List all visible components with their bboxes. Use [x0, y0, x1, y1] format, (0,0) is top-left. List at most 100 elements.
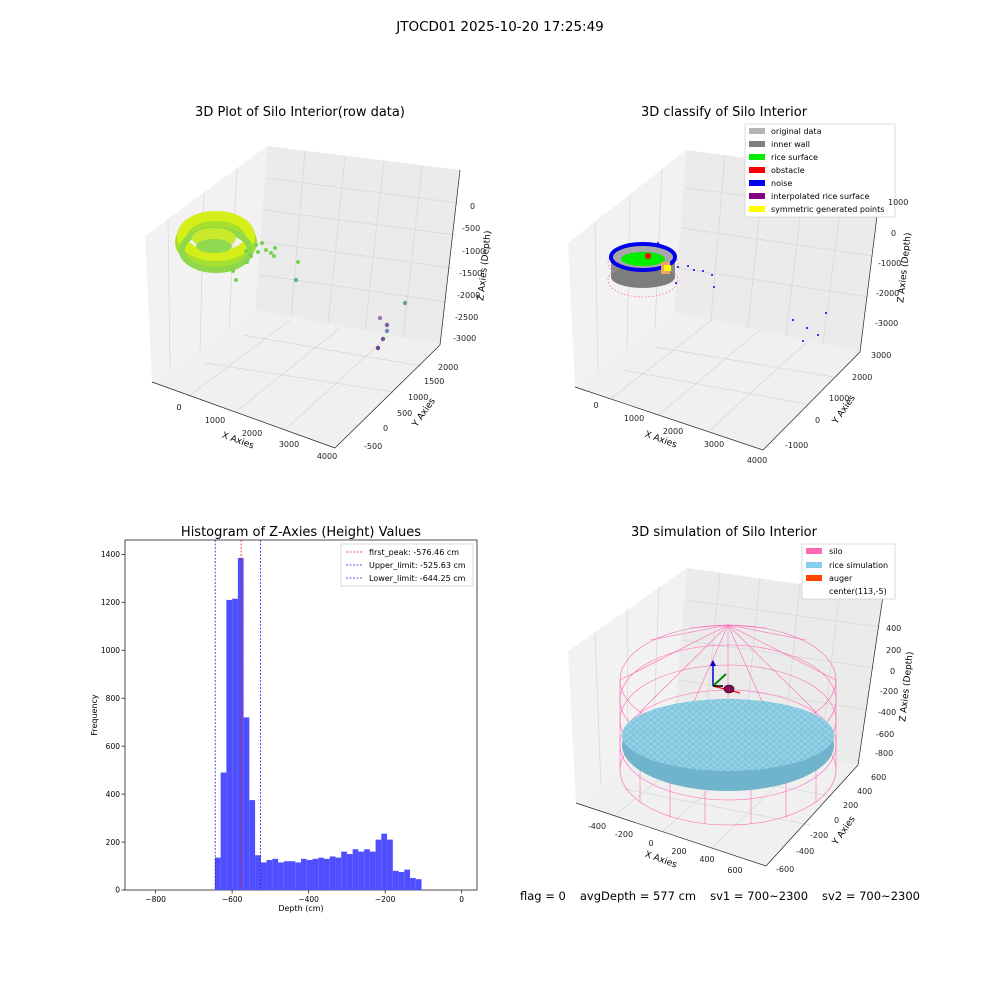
histogram-bar [214, 857, 221, 890]
x-tick-label: −600 [222, 895, 243, 904]
panel1-zlabel: Z Axies (Depth) [476, 230, 493, 301]
svg-text:-1000: -1000 [785, 441, 808, 450]
legend-label-rice: rice simulation [829, 561, 888, 570]
histogram-legend: first_peak: -576.46 cm Upper_limit: -525… [340, 543, 474, 587]
legend-swatch-original [749, 128, 765, 134]
svg-text:3000: 3000 [704, 440, 724, 449]
histogram-bar [266, 860, 273, 890]
sv2-text: sv2 = 700~2300 [822, 889, 920, 903]
svg-text:3000: 3000 [279, 440, 299, 449]
histogram-bar [323, 858, 330, 890]
svg-text:200: 200 [671, 847, 686, 856]
svg-text:-2500: -2500 [455, 313, 478, 322]
panel4-zlabel: Z Axies (Depth) [898, 651, 915, 722]
histogram-bar [398, 872, 405, 890]
legend-label-noise: noise [771, 179, 792, 188]
svg-text:-500: -500 [364, 442, 382, 451]
histogram-xlabel: Depth (cm) [278, 904, 323, 913]
histogram-bar [295, 862, 301, 890]
svg-text:0: 0 [815, 416, 820, 425]
histogram-bar [415, 879, 422, 890]
y-tick-label: 600 [106, 742, 121, 751]
histogram-bar [410, 878, 416, 890]
svg-text:0: 0 [648, 839, 653, 848]
histogram-bar [381, 833, 388, 890]
panel2-points [607, 242, 827, 342]
svg-text:400: 400 [886, 624, 901, 633]
y-tick-label: 1400 [101, 550, 120, 559]
histogram-x-ticks: −800 −600 −400 −200 0 [145, 890, 464, 904]
svg-text:4000: 4000 [747, 456, 767, 465]
panel1-title: 3D Plot of Silo Interior(row data) [195, 105, 405, 120]
panel1-y-ticks: -500 0 500 1000 1500 2000 [364, 363, 458, 451]
panel2-z-ticks: 1000 0 -1000 -2000 -3000 [875, 198, 908, 328]
svg-text:200: 200 [886, 646, 901, 655]
legend-label-obstacle: obstacle [771, 166, 805, 175]
panel4-z-ticks: 400 200 0 -200 -400 -600 -800 [875, 624, 901, 758]
legend-label-auger: auger [829, 574, 853, 583]
svg-text:-1000: -1000 [878, 259, 901, 268]
histogram-bar [404, 869, 411, 890]
svg-text:-1500: -1500 [459, 269, 482, 278]
flag-text: flag = 0 [520, 889, 566, 903]
panel4-legend: silo rice simulation auger center(113,-5… [801, 543, 896, 600]
svg-text:1500: 1500 [424, 377, 444, 386]
svg-text:-400: -400 [878, 708, 896, 717]
legend-label-silo: silo [829, 547, 843, 556]
histogram-bar [272, 858, 279, 890]
svg-text:-400: -400 [588, 822, 606, 831]
svg-text:2000: 2000 [438, 363, 458, 372]
panel1-z-ticks: 0 -500 -1000 -1500 -2000 -2500 -3000 [453, 202, 485, 343]
panel2-title: 3D classify of Silo Interior [641, 105, 808, 120]
histogram-bar [226, 599, 233, 890]
histogram-bar [369, 851, 376, 890]
legend-swatch-noise [749, 180, 765, 186]
histogram-bar [243, 717, 250, 890]
histogram-bar [255, 855, 261, 890]
status-line: flag = 0 avgDepth = 577 cm sv1 = 700~2300 s… [520, 889, 934, 903]
y-tick-label: 400 [106, 790, 121, 799]
x-tick-label: −400 [298, 895, 319, 904]
legend-swatch-auger [806, 575, 822, 581]
svg-text:400: 400 [857, 787, 872, 796]
svg-text:-400: -400 [796, 847, 814, 856]
legend-label-interpolated: interpolated rice surface [771, 192, 869, 201]
svg-text:400: 400 [699, 855, 714, 864]
x-tick-label: −200 [375, 895, 396, 904]
svg-text:0: 0 [593, 401, 598, 410]
svg-text:0: 0 [176, 403, 181, 412]
svg-text:0: 0 [890, 667, 895, 676]
figure-suptitle: JTOCD01 2025-10-20 17:25:49 [395, 19, 604, 35]
svg-text:3000: 3000 [871, 351, 891, 360]
histogram-bar [232, 598, 238, 890]
svg-text:-600: -600 [776, 865, 794, 874]
panel-classify-3d: 3D classify of Silo Interior [568, 105, 914, 465]
histogram-bar [392, 870, 399, 890]
svg-text:-200: -200 [615, 830, 633, 839]
svg-text:-2000: -2000 [876, 289, 899, 298]
legend-label-rice-surface: rice surface [771, 153, 818, 162]
svg-text:-1000: -1000 [462, 247, 485, 256]
svg-text:600: 600 [871, 773, 886, 782]
svg-text:0: 0 [834, 816, 839, 825]
histogram-bar [220, 772, 227, 890]
panel-simulation-3d: 3D simulation of Silo Interior [568, 525, 916, 875]
legend-swatch-interpolated [749, 193, 765, 199]
histogram-bar [364, 849, 370, 890]
histogram-bar [306, 860, 313, 890]
histogram-bar [318, 857, 324, 890]
histogram-bar [312, 858, 319, 890]
histogram-bar [375, 839, 382, 890]
panel2-legend: original data inner wall rice surface ob… [744, 123, 896, 218]
legend-swatch-inner-wall [749, 141, 765, 147]
legend-label-inner-wall: inner wall [771, 140, 810, 149]
svg-text:-3000: -3000 [453, 334, 476, 343]
panel4-auger [710, 660, 741, 694]
histogram-bar [283, 861, 290, 890]
legend-label-original: original data [771, 127, 822, 136]
panel2-x-ticks: 0 1000 2000 3000 4000 [593, 401, 767, 465]
svg-text:-200: -200 [810, 831, 828, 840]
svg-text:600: 600 [727, 866, 742, 875]
sv1-text: sv1 = 700~2300 [710, 889, 809, 903]
